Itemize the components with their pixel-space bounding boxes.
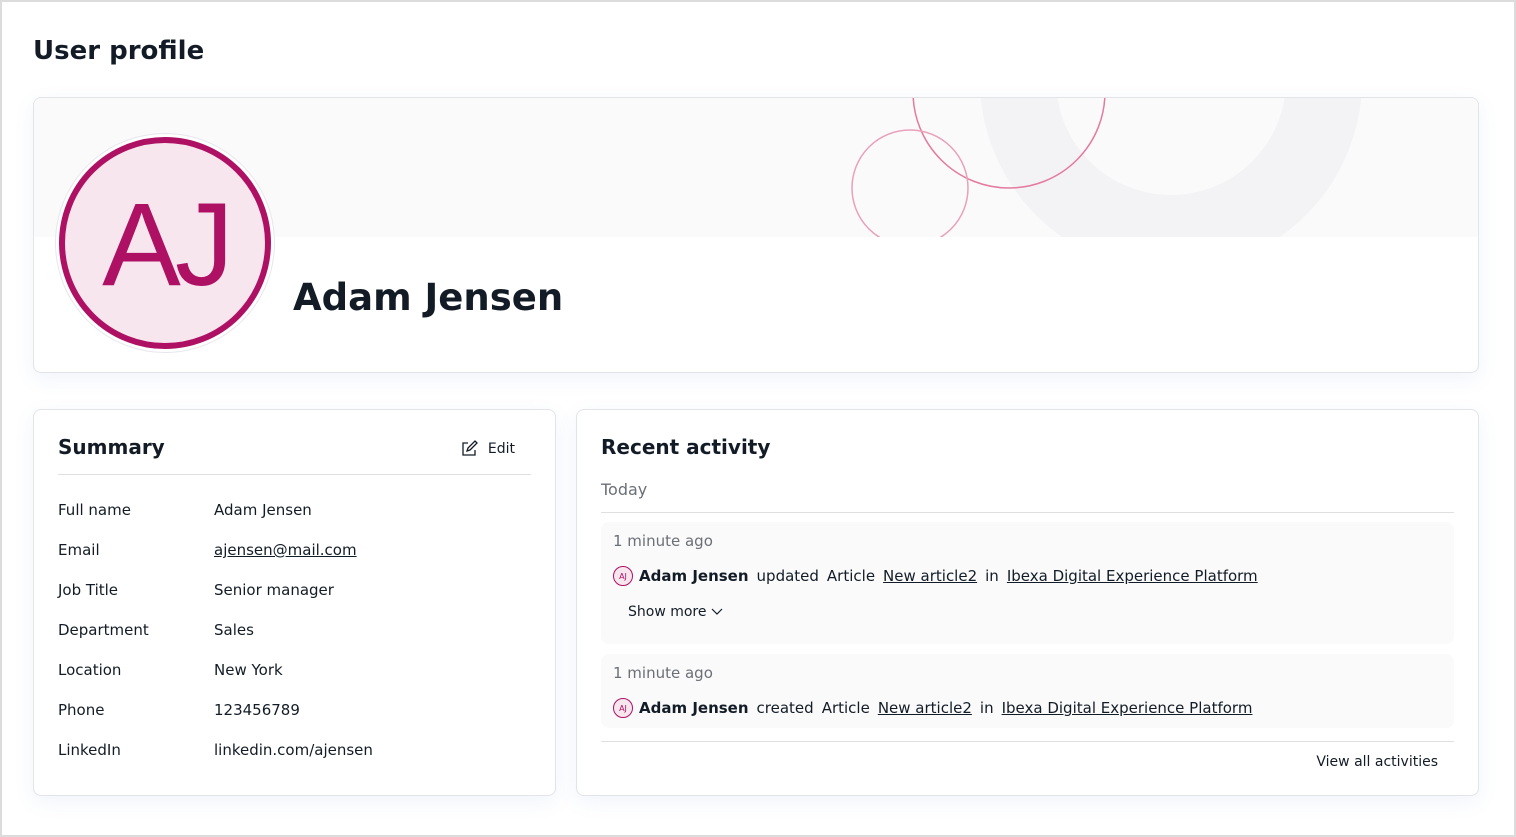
field-label: Full name	[58, 501, 131, 519]
avatar: AJ	[55, 133, 275, 353]
activity-action: created	[756, 699, 814, 717]
activity-target-link[interactable]: New article2	[883, 567, 978, 585]
summary-title: Summary	[58, 435, 165, 459]
activity-action: updated	[756, 567, 819, 585]
field-value: New York	[214, 661, 283, 679]
activity-user: Adam Jensen	[639, 699, 749, 717]
activity-in: in	[979, 699, 994, 717]
field-label: Email	[58, 541, 100, 559]
activity-type: Article	[826, 567, 876, 585]
field-value: linkedin.com/ajensen	[214, 741, 373, 759]
field-label: Phone	[58, 701, 105, 719]
summary-field: Department Sales	[58, 621, 254, 639]
recent-activity-card: Recent activity Today 1 minute ago AJ Ad…	[576, 409, 1479, 796]
summary-field: Job Title Senior manager	[58, 581, 334, 599]
chevron-down-icon	[711, 608, 723, 615]
divider	[58, 474, 531, 475]
edit-button[interactable]: Edit	[460, 440, 515, 458]
field-value: 123456789	[214, 701, 300, 719]
field-value: Senior manager	[214, 581, 334, 599]
profile-header-card: AJ Adam Jensen	[33, 97, 1479, 373]
activity-group-label: Today	[601, 480, 648, 499]
profile-name: Adam Jensen	[293, 276, 564, 319]
activity-item: 1 minute ago AJ Adam Jensen created Arti…	[601, 654, 1454, 728]
activity-time: 1 minute ago	[613, 664, 713, 682]
activity-line: AJ Adam Jensen updated Article New artic…	[613, 566, 1258, 586]
divider	[601, 512, 1454, 513]
field-label: Location	[58, 661, 122, 679]
activity-time: 1 minute ago	[613, 532, 713, 550]
show-more-button[interactable]: Show more	[628, 604, 723, 620]
activity-type: Article	[821, 699, 870, 717]
activity-item: 1 minute ago AJ Adam Jensen updated Arti…	[601, 522, 1454, 644]
summary-field: Phone 123456789	[58, 701, 300, 719]
field-value: Sales	[214, 621, 254, 639]
activity-title: Recent activity	[601, 435, 771, 459]
divider	[601, 741, 1454, 742]
view-all-activities-link[interactable]: View all activities	[1316, 754, 1438, 770]
banner-decoration	[851, 98, 1362, 237]
activity-target-link[interactable]: New article2	[877, 699, 972, 717]
summary-field: Location New York	[58, 661, 283, 679]
summary-field: Full name Adam Jensen	[58, 501, 312, 519]
user-avatar-icon: AJ	[613, 698, 633, 718]
field-label: LinkedIn	[58, 741, 121, 759]
profile-banner	[34, 98, 1478, 237]
summary-field: Email ajensen@mail.com	[58, 541, 357, 559]
summary-field: LinkedIn linkedin.com/ajensen	[58, 741, 373, 759]
activity-user: Adam Jensen	[639, 567, 749, 585]
activity-in: in	[985, 567, 999, 585]
activity-line: AJ Adam Jensen created Article New artic…	[613, 698, 1252, 718]
field-value: Adam Jensen	[214, 501, 312, 519]
edit-icon	[462, 440, 478, 456]
email-link[interactable]: ajensen@mail.com	[214, 541, 357, 559]
summary-card: Summary Edit Full name Adam Jensen Email aj…	[33, 409, 556, 796]
page-title: User profile	[33, 36, 205, 66]
field-label: Department	[58, 621, 149, 639]
user-avatar-icon: AJ	[613, 566, 633, 586]
activity-location-link[interactable]: Ibexa Digital Experience Platform	[1006, 567, 1258, 585]
field-label: Job Title	[58, 581, 119, 599]
activity-location-link[interactable]: Ibexa Digital Experience Platform	[1001, 699, 1253, 717]
